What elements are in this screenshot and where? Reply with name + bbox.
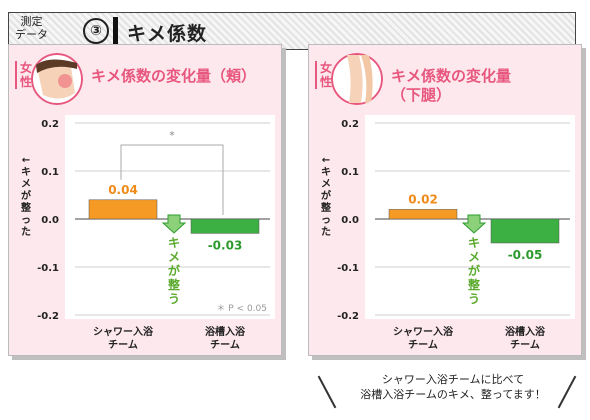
arrow-label-char: が (168, 263, 180, 278)
face-cheek-icon (31, 53, 83, 105)
header-divider (113, 17, 118, 45)
arrow-label-char: キ (168, 236, 180, 250)
x-category-label: チーム (510, 339, 540, 351)
data-label: -0.03 (208, 238, 243, 252)
chart-area: 0.02 -0.05 キメが整う (365, 115, 575, 319)
arrow-label-char: 整 (167, 277, 180, 292)
y-tick-label: 0.0 (341, 215, 359, 226)
x-category-label: チーム (408, 339, 438, 351)
bar (388, 209, 458, 220)
gender-label: 女性 (15, 61, 38, 89)
comment-text: シャワー入浴チームに比べて 浴槽入浴チームのキメ、整ってます！ (360, 373, 546, 401)
down-arrow-icon (461, 214, 487, 234)
arrow-label-char: 整 (467, 277, 480, 292)
y-tick-label: -0.1 (337, 263, 359, 274)
arrow-label-char: メ (168, 250, 180, 264)
arrow-label-char: う (468, 292, 480, 306)
bar (490, 218, 560, 244)
y-tick-label: 0.2 (341, 119, 359, 130)
chart-area: 0.04 -0.03 * ＊ P < 0.05 キメが整う (65, 115, 275, 319)
panel-title: キメ係数の変化量（頬） (91, 67, 257, 85)
section-title: キメ係数 (127, 23, 208, 45)
x-category-label: シャワー入浴 (393, 325, 454, 338)
data-label: 0.02 (408, 192, 438, 206)
down-arrow-icon (161, 214, 187, 234)
x-category-label: シャワー入浴 (93, 325, 154, 338)
y-tick-label: 0.0 (41, 215, 59, 226)
y-tick-label: -0.2 (37, 311, 59, 322)
bar (190, 218, 260, 234)
arrow-label-char: う (168, 292, 180, 306)
y-tick-label: 0.1 (341, 167, 359, 178)
arrow-label-char: メ (468, 250, 480, 264)
y-axis-label: ← キメが整った (21, 155, 31, 238)
arrow-label-char: が (468, 263, 480, 278)
y-axis-label: ← キメが整った (321, 155, 331, 238)
significance-note: ＊ P < 0.05 (216, 304, 267, 314)
x-category-label: チーム (210, 339, 240, 351)
x-category-label: 浴槽入浴 (205, 325, 246, 338)
bar (88, 199, 158, 220)
y-tick-label: -0.2 (337, 311, 359, 322)
x-category-label: 浴槽入浴 (505, 325, 546, 338)
significance-bracket (120, 144, 224, 215)
y-tick-label: 0.2 (41, 119, 59, 130)
chart-panel-cheek: 女性 キメ係数の変化量（頬） ← キメが整った 0.04 -0.03 * ＊ P < … (8, 44, 282, 356)
lower-leg-icon (331, 53, 383, 105)
y-tick-label: -0.1 (37, 263, 59, 274)
data-label: -0.05 (508, 248, 543, 262)
panel-title: キメ係数の変化量 （下腿） (391, 67, 512, 104)
x-category-label: チーム (108, 339, 138, 351)
data-label: 0.04 (108, 183, 138, 197)
gender-label: 女性 (315, 61, 338, 89)
arrow-label-char: キ (468, 236, 480, 250)
section-number: ③ (83, 18, 109, 44)
bubble-left-mark (317, 375, 337, 409)
comment-bubble: シャワー入浴チームに比べて 浴槽入浴チームのキメ、整ってます！ (317, 370, 577, 410)
chart-panel-lower-leg: 女性 キメ係数の変化量 （下腿） ← キメが整った 0.02 -0.05 キメが整う… (308, 44, 582, 356)
significance-mark: * (169, 129, 175, 142)
measurement-data-label: 測定 データ (15, 15, 48, 41)
section-header: 測定 データ ③ キメ係数 (8, 12, 576, 50)
y-tick-label: 0.1 (41, 167, 59, 178)
